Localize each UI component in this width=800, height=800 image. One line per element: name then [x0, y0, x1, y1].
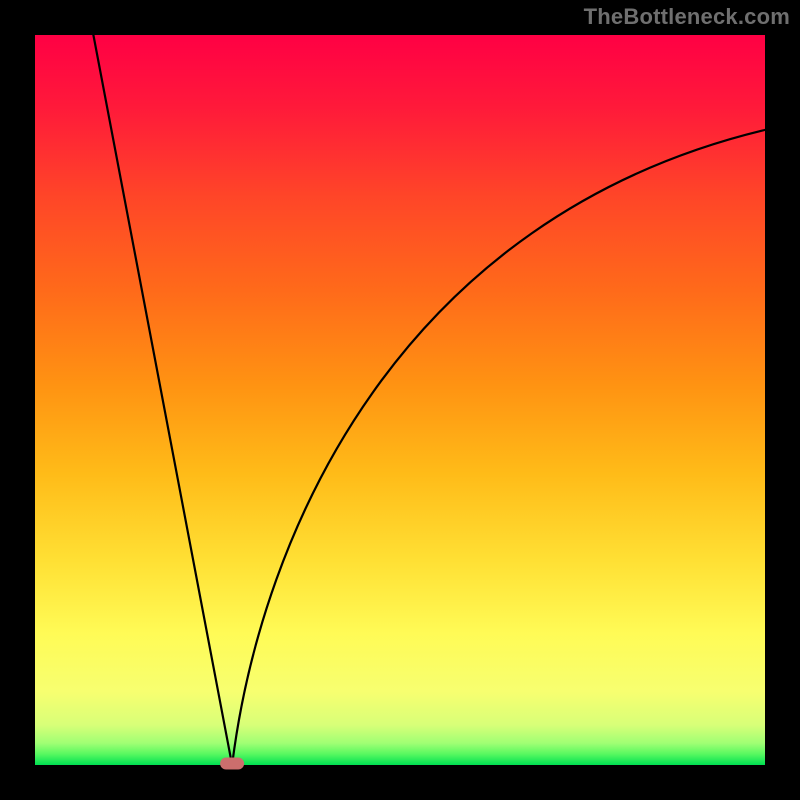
chart-background-gradient: [35, 35, 765, 765]
watermark-text: TheBottleneck.com: [584, 4, 790, 30]
minimum-marker: [220, 758, 244, 770]
chart-svg: [0, 0, 800, 800]
chart-root: TheBottleneck.com: [0, 0, 800, 800]
